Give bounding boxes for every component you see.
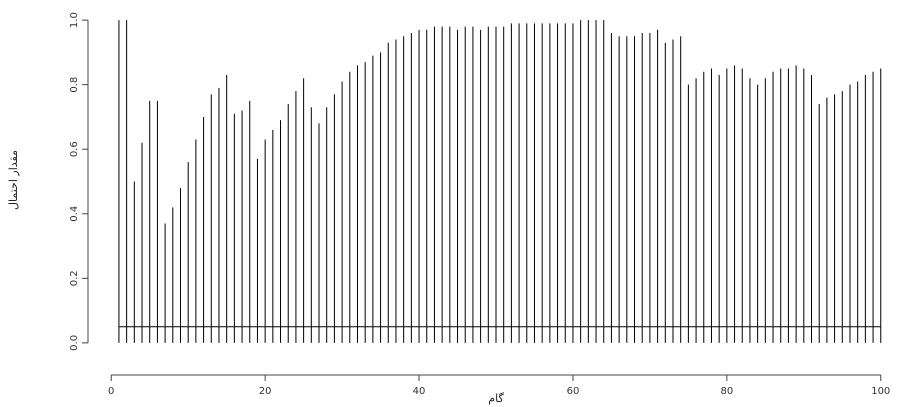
x-axis-label: گام (488, 392, 504, 405)
y-tick-label: 0.4 (69, 206, 80, 222)
y-tick-label: 0.8 (69, 77, 80, 93)
y-tick-label: 1.0 (69, 12, 80, 28)
x-tick-label: 40 (413, 386, 426, 397)
x-tick-label: 0 (108, 386, 114, 397)
y-axis-label: مقدار احتمال (7, 150, 20, 210)
y-tick-label: 0.6 (69, 141, 80, 157)
x-tick-label: 80 (720, 386, 733, 397)
y-tick-label: 0.2 (69, 270, 80, 286)
x-tick-label: 20 (259, 386, 272, 397)
y-tick-label: 0.0 (69, 335, 80, 351)
x-tick-label: 60 (567, 386, 580, 397)
x-tick-label: 100 (871, 386, 890, 397)
